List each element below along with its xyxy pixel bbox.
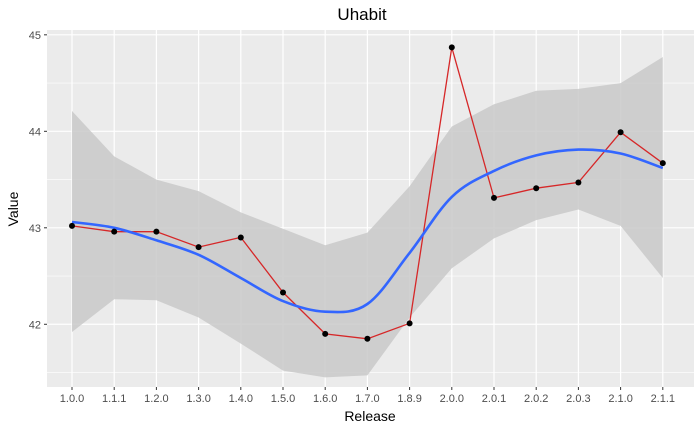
x-tick-label: 2.1.1: [651, 393, 675, 405]
x-tick-label: 1.7.0: [355, 393, 379, 405]
x-tick-label: 1.8.9: [397, 393, 421, 405]
data-point: [491, 194, 497, 201]
x-tick-label: 1.4.0: [229, 393, 253, 405]
data-point: [153, 228, 160, 235]
data-point: [237, 234, 244, 241]
data-point: [659, 160, 666, 167]
y-tick-label: 43: [29, 223, 41, 235]
x-tick-label: 2.0.3: [566, 393, 590, 405]
y-tick-label: 45: [29, 30, 41, 42]
data-point: [533, 185, 540, 192]
data-point: [406, 320, 413, 327]
x-axis-title: Release: [344, 408, 396, 424]
x-tick-label: 1.2.0: [144, 393, 168, 405]
x-tick-label: 2.0.2: [524, 393, 548, 405]
chart-title: Uhabit: [337, 5, 386, 24]
x-tick-label: 1.6.0: [313, 393, 337, 405]
data-point: [448, 44, 455, 51]
x-tick-label: 2.1.0: [608, 393, 632, 405]
data-points: [69, 44, 666, 342]
data-point: [322, 330, 329, 337]
y-axis-title: Value: [5, 191, 21, 226]
y-tick-label: 44: [29, 126, 41, 138]
data-point: [195, 244, 202, 251]
x-tick-label: 2.0.1: [482, 393, 506, 405]
smoothed-line: [71, 148, 664, 314]
data-point: [617, 129, 624, 136]
confidence-ribbon: [72, 57, 663, 378]
data-point: [280, 289, 286, 296]
x-tick-label: 1.1.1: [102, 393, 126, 405]
y-axis: 42 43 44 45: [29, 30, 47, 331]
data-point: [69, 222, 75, 229]
x-axis: 1.0.0 1.1.1 1.2.0 1.3.0 1.4.0 1.5.0 1.6.0 1.7.0…: [60, 387, 675, 405]
x-tick-label: 1.3.0: [186, 393, 210, 405]
data-point: [364, 335, 371, 342]
y-tick-label: 42: [29, 319, 41, 331]
data-point: [575, 179, 582, 186]
x-tick-label: 1.5.0: [271, 393, 295, 405]
x-tick-label: 2.0.0: [440, 393, 464, 405]
data-point: [111, 228, 118, 235]
x-tick-label: 1.0.0: [60, 393, 84, 405]
